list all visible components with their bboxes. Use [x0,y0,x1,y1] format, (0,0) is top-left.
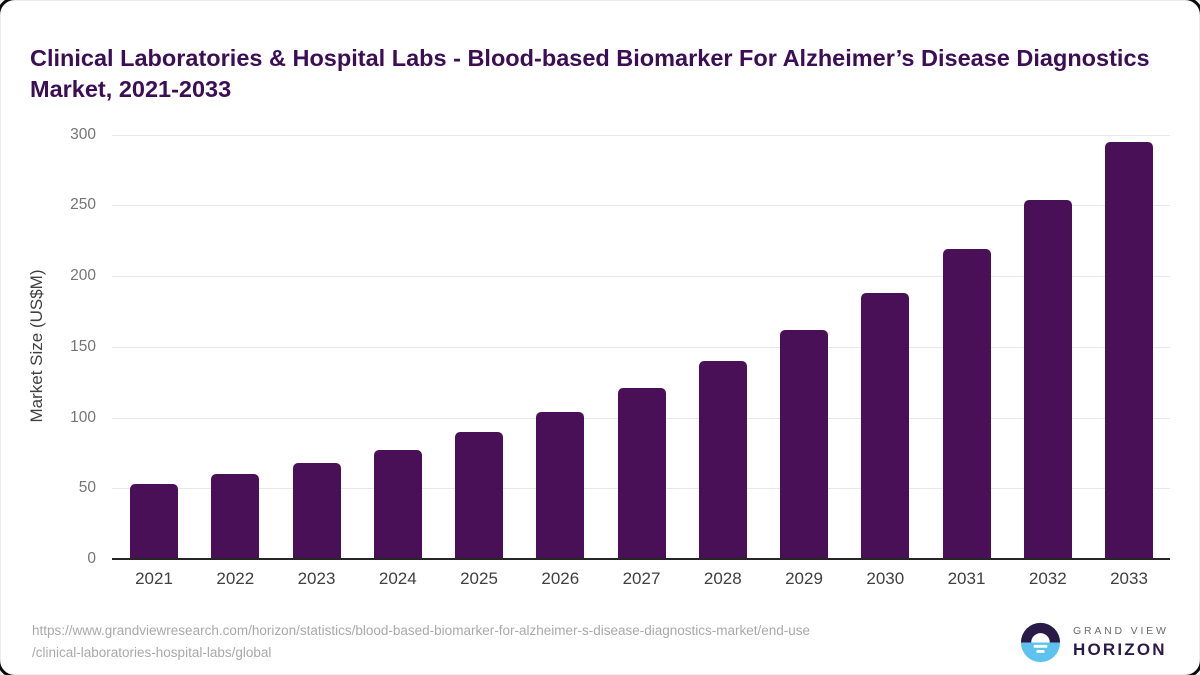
logo-text-grand-view: GRAND VIEW [1073,624,1169,637]
y-axis-tick-0: 0 [87,550,96,567]
bar-2024[interactable] [373,450,422,559]
bar-2023[interactable] [292,462,341,559]
x-axis-tick-2032: 2032 [1028,569,1067,588]
x-axis-tick-2023: 2023 [297,569,336,588]
gridline-150 [112,346,1170,348]
y-axis-tick-50: 50 [78,479,96,497]
bar-2021[interactable] [130,484,178,559]
source-url: https://www.grandviewresearch.com/horizo… [32,620,972,663]
gridline-250 [112,205,1170,207]
bar-2026[interactable] [536,411,585,559]
bar-2030[interactable] [861,293,910,559]
x-axis-tick-2022: 2022 [216,569,255,588]
bar-2028[interactable] [698,360,747,559]
bar-2033[interactable] [1105,141,1153,559]
bar-2031[interactable] [942,249,991,559]
horizon-sun-icon [1020,622,1061,662]
source-url-line-2: /clinical-laboratories-hospital-labs/glo… [32,644,272,660]
source-url-line-1: https://www.grandviewresearch.com/horizo… [32,623,811,638]
grand-view-horizon-logo: GRAND VIEW HORIZON [1020,621,1169,663]
y-axis-tick-100: 100 [70,408,96,426]
bar-2029[interactable] [780,329,828,559]
y-axis-tick-300: 300 [70,125,96,143]
logo-text-horizon: HORIZON [1073,639,1167,659]
x-axis-tick-2021: 2021 [135,569,173,588]
x-axis-tick-2029: 2029 [785,569,823,588]
x-axis-tick-2028: 2028 [703,569,742,588]
x-axis-tick-2026: 2026 [541,569,580,588]
chart-title: Clinical Laboratories & Hospital Labs - … [30,44,1150,102]
bar-2025[interactable] [455,431,503,559]
y-axis-tick-250: 250 [70,196,96,214]
x-axis-tick-2024: 2024 [378,569,417,588]
y-axis-tick-150: 150 [70,337,96,355]
x-axis-line [112,558,1170,560]
y-axis-tick-200: 200 [70,267,96,285]
bar-2027[interactable] [617,387,666,559]
gridline-200 [112,276,1170,278]
x-axis-tick-2025: 2025 [460,569,498,588]
bar-2022[interactable] [211,474,260,559]
bar-2032[interactable] [1023,199,1072,559]
x-axis-tick-2033: 2033 [1110,569,1148,588]
gridline-300 [112,134,1170,136]
logo-wordmark: GRAND VIEW HORIZON [1073,625,1169,660]
x-axis-tick-2030: 2030 [866,569,905,588]
x-axis-tick-2031: 2031 [947,569,986,588]
x-axis-tick-2027: 2027 [622,569,661,588]
